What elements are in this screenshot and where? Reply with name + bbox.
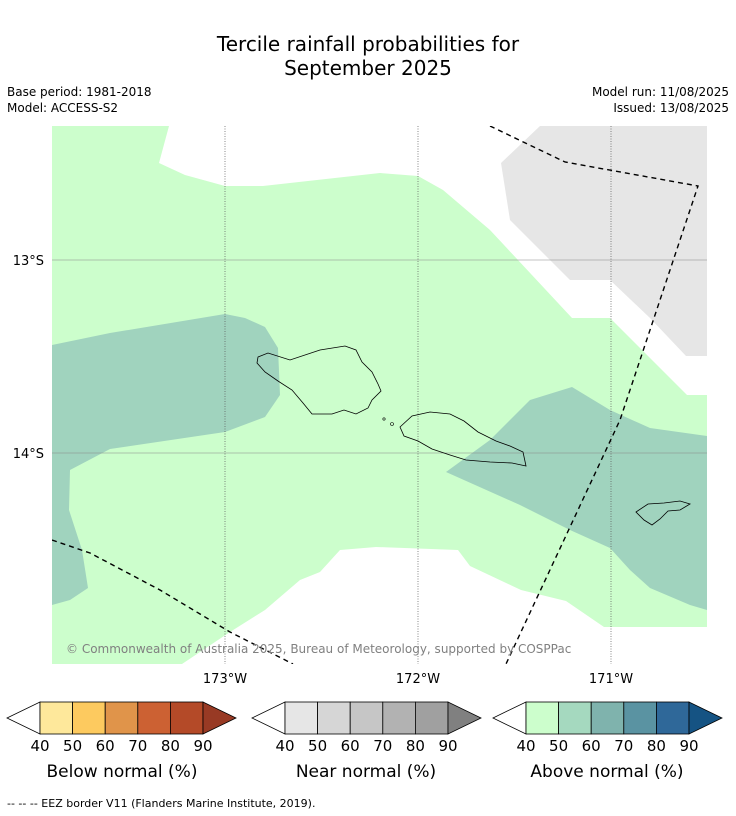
tutuila-island — [635, 500, 691, 526]
colorbar-extend-high — [202, 701, 237, 735]
lon-label-171w: 171°W — [589, 672, 633, 687]
colorbar-tick-label: 80 — [647, 737, 666, 755]
colorbar-segment — [656, 701, 690, 735]
colorbar-segment — [623, 701, 657, 735]
model-name: Model: ACCESS-S2 — [7, 101, 119, 115]
above-normal-title: Above normal (%) — [530, 762, 684, 782]
colorbar-extend-high — [447, 701, 482, 735]
colorbar-legend: 40 50 60 70 80 90 40 50 60 70 80 90 40 50 60 70 80 90 — [6, 701, 723, 755]
upolu-island — [399, 411, 527, 467]
colorbar-segment — [39, 701, 73, 735]
colorbar-segment — [137, 701, 171, 735]
lon-label-172w: 172°W — [396, 672, 440, 687]
colorbar-tick-label: 50 — [549, 737, 568, 755]
lon-label-173w: 173°W — [203, 672, 247, 687]
below-normal-title: Below normal (%) — [46, 762, 198, 782]
colorbar-tick-label: 60 — [341, 737, 360, 755]
above-normal-50-region-west — [52, 314, 280, 605]
colorbar-extend-high — [688, 701, 723, 735]
colorbar-tick-label: 50 — [63, 737, 82, 755]
colorbar-tick-label: 90 — [438, 737, 457, 755]
colorbar-segment — [349, 701, 384, 735]
near-normal-40-region — [501, 126, 707, 356]
copyright-notice: © Commonwealth of Australia 2025, Bureau… — [66, 642, 571, 656]
colorbar-tick-label: 50 — [308, 737, 327, 755]
colorbar-tick-label: 40 — [516, 737, 535, 755]
colorbar-segment — [525, 701, 559, 735]
colorbar-segment — [558, 701, 592, 735]
colorbar-segment — [72, 701, 106, 735]
colorbar-segment — [169, 701, 204, 735]
map-title-line1: Tercile rainfall probabilities for — [216, 32, 520, 56]
savaii-island — [256, 345, 382, 415]
colorbar-tick-label: 90 — [193, 737, 212, 755]
colorbar-segment — [414, 701, 449, 735]
base-period: Base period: 1981-2018 — [7, 85, 152, 99]
colorbar-tick-label: 60 — [582, 737, 601, 755]
colorbar-segment — [284, 701, 318, 735]
above-normal-40-region — [52, 126, 707, 664]
colorbar-extend-low — [492, 701, 527, 735]
colorbar-extend-low — [251, 701, 286, 735]
eez-border-north — [489, 126, 699, 664]
above-normal-50-region-east — [446, 387, 707, 610]
colorbar-tick-label: 60 — [96, 737, 115, 755]
colorbar-tick-label: 70 — [614, 737, 633, 755]
colorbar-extend-low — [6, 701, 41, 735]
near-normal-title: Near normal (%) — [295, 762, 437, 782]
eez-border-southwest — [52, 539, 294, 664]
map: © Commonwealth of Australia 2025, Bureau… — [13, 126, 707, 687]
colorbar-segment — [382, 701, 416, 735]
colorbar-segment — [104, 701, 139, 735]
model-run: Model run: 11/08/2025 — [591, 85, 729, 99]
colorbar-tick-label: 70 — [373, 737, 392, 755]
colorbar-segment — [317, 701, 351, 735]
colorbar-tick-label: 40 — [275, 737, 294, 755]
eez-footer-note: -- -- -- EEZ border V11 (Flanders Marine… — [7, 797, 316, 810]
issued-date: Issued: 13/08/2025 — [613, 101, 729, 115]
colorbar-tick-label: 70 — [128, 737, 147, 755]
lat-label-13s: 13°S — [13, 254, 44, 269]
colorbar-tick-label: 40 — [30, 737, 49, 755]
colorbar-tick-label: 80 — [406, 737, 425, 755]
colorbar-tick-label: 80 — [161, 737, 180, 755]
lat-label-14s: 14°S — [13, 447, 44, 462]
colorbar-tick-label: 90 — [679, 737, 698, 755]
map-title-line2: September 2025 — [284, 56, 452, 80]
colorbar-segment — [590, 701, 625, 735]
